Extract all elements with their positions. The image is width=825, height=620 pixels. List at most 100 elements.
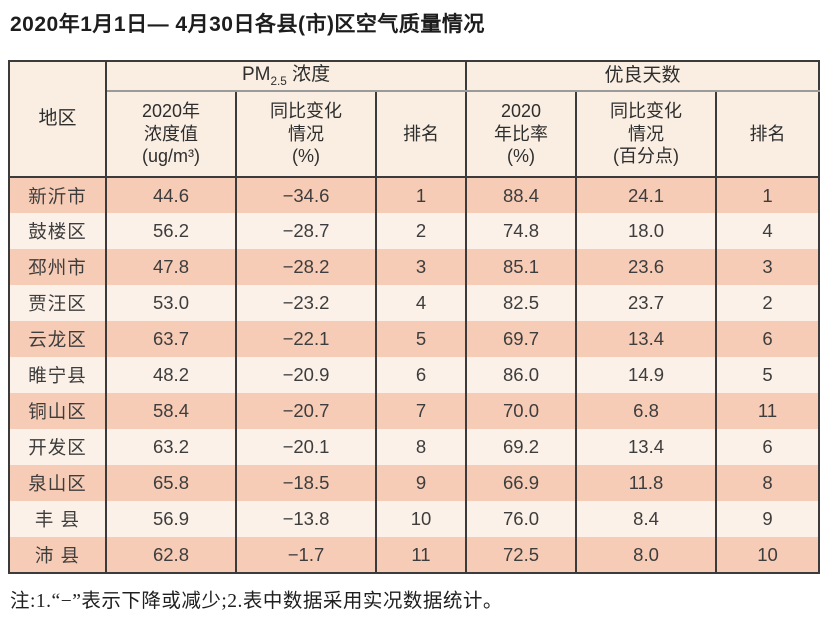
cell-region: 开发区 <box>8 429 107 465</box>
cell-pm-rank: 7 <box>374 393 468 429</box>
cell-pm-rank: 5 <box>374 321 468 357</box>
cell-pm-value: 56.9 <box>105 501 237 537</box>
group-header-row: 地区 PM2.5 浓度 优良天数 <box>8 61 821 178</box>
cell-region: 鼓楼区 <box>8 213 107 249</box>
sub-header-row: 2020年 浓度值 (ug/m³) 同比变化 情况 (%) 排名 2020 年比… <box>9 91 821 178</box>
table-row: 云龙区 63.7 −22.1 5 69.7 13.4 6 <box>8 321 821 357</box>
header-days-ratio: 2020 年比率 (%) <box>465 91 578 178</box>
cell-pm-change: −1.7 <box>235 537 377 573</box>
cell-days-rank: 3 <box>715 249 821 285</box>
cell-pm-value: 62.8 <box>105 537 237 573</box>
cell-pm-rank: 9 <box>374 465 468 501</box>
cell-days-change: 23.7 <box>575 285 718 321</box>
cell-days-rank: 8 <box>715 465 821 501</box>
cell-pm-change: −28.2 <box>235 249 377 285</box>
header-pm-value: 2020年 浓度值 (ug/m³) <box>105 91 237 178</box>
cell-pm-rank: 4 <box>374 285 468 321</box>
cell-days-change: 8.4 <box>575 501 718 537</box>
cell-days-rank: 4 <box>715 213 821 249</box>
table-row: 沛 县 62.8 −1.7 11 72.5 8.0 10 <box>8 537 821 573</box>
cell-region: 贾汪区 <box>8 285 107 321</box>
table-row: 新沂市 44.6 −34.6 1 88.4 24.1 1 <box>8 177 821 213</box>
cell-pm-change: −23.2 <box>235 285 377 321</box>
cell-days-ratio: 86.0 <box>465 357 578 393</box>
cell-days-rank: 5 <box>715 357 821 393</box>
table-header: 地区 PM2.5 浓度 优良天数 2020年 浓度值 (ug/m³) 同比变化 … <box>8 61 821 178</box>
cell-days-ratio: 76.0 <box>465 501 578 537</box>
cell-days-ratio: 88.4 <box>465 177 578 213</box>
cell-days-rank: 1 <box>715 177 821 213</box>
pm25-label: PM2.5 浓度 <box>241 63 331 88</box>
cell-days-change: 13.4 <box>575 429 718 465</box>
header-group-good-days: 优良天数 <box>465 61 821 92</box>
cell-pm-rank: 3 <box>374 249 468 285</box>
cell-days-ratio: 69.7 <box>465 321 578 357</box>
cell-region: 沛 县 <box>8 537 107 573</box>
cell-pm-change: −28.7 <box>235 213 377 249</box>
cell-pm-value: 47.8 <box>105 249 237 285</box>
table-body: 新沂市 44.6 −34.6 1 88.4 24.1 1 鼓楼区 56.2 −28.7 2 74.8 1… <box>8 177 821 573</box>
table-row: 泉山区 65.8 −18.5 9 66.9 11.8 8 <box>8 465 821 501</box>
cell-pm-value: 56.2 <box>105 213 237 249</box>
header-days-change: 同比变化 情况 (百分点) <box>575 91 718 178</box>
cell-days-change: 13.4 <box>575 321 718 357</box>
cell-pm-change: −34.6 <box>235 177 377 213</box>
cell-days-rank: 2 <box>715 285 821 321</box>
header-pm-rank: 排名 <box>374 91 468 178</box>
cell-pm-change: −20.7 <box>235 393 377 429</box>
cell-pm-rank: 10 <box>374 501 468 537</box>
cell-region: 新沂市 <box>8 177 107 213</box>
table-row: 贾汪区 53.0 −23.2 4 82.5 23.7 2 <box>8 285 821 321</box>
cell-days-ratio: 66.9 <box>465 465 578 501</box>
cell-days-change: 11.8 <box>575 465 718 501</box>
cell-pm-rank: 8 <box>374 429 468 465</box>
cell-pm-rank: 1 <box>374 177 468 213</box>
cell-region: 泉山区 <box>8 465 107 501</box>
cell-days-rank: 10 <box>715 537 821 573</box>
cell-pm-value: 65.8 <box>105 465 237 501</box>
cell-days-ratio: 85.1 <box>465 249 578 285</box>
page-title: 2020年1月1日— 4月30日各县(市)区空气质量情况 <box>10 13 485 36</box>
cell-days-ratio: 72.5 <box>465 537 578 573</box>
cell-days-ratio: 70.0 <box>465 393 578 429</box>
cell-pm-value: 53.0 <box>105 285 237 321</box>
cell-pm-rank: 2 <box>374 213 468 249</box>
cell-days-rank: 11 <box>715 393 821 429</box>
cell-region: 云龙区 <box>8 321 107 357</box>
cell-pm-change: −20.9 <box>235 357 377 393</box>
cell-region: 丰 县 <box>8 501 107 537</box>
table-row: 丰 县 56.9 −13.8 10 76.0 8.4 9 <box>8 501 821 537</box>
table-row: 鼓楼区 56.2 −28.7 2 74.8 18.0 4 <box>8 213 821 249</box>
cell-region: 邳州市 <box>8 249 107 285</box>
header-pm-change: 同比变化 情况 (%) <box>235 91 377 178</box>
cell-days-change: 23.6 <box>575 249 718 285</box>
cell-pm-change: −22.1 <box>235 321 377 357</box>
cell-region: 睢宁县 <box>8 357 107 393</box>
cell-days-change: 14.9 <box>575 357 718 393</box>
table-row: 邳州市 47.8 −28.2 3 85.1 23.6 3 <box>8 249 821 285</box>
cell-days-ratio: 74.8 <box>465 213 578 249</box>
header-group-pm25: PM2.5 浓度 <box>104 61 468 92</box>
cell-pm-rank: 11 <box>374 537 468 573</box>
cell-days-change: 18.0 <box>575 213 718 249</box>
cell-pm-value: 63.7 <box>105 321 237 357</box>
cell-pm-change: −18.5 <box>235 465 377 501</box>
table-row: 睢宁县 48.2 −20.9 6 86.0 14.9 5 <box>8 357 821 393</box>
cell-days-change: 8.0 <box>575 537 718 573</box>
air-quality-table: 地区 PM2.5 浓度 优良天数 2020年 浓度值 (ug/m³) 同比变化 … <box>8 60 821 574</box>
table-row: 开发区 63.2 −20.1 8 69.2 13.4 6 <box>8 429 821 465</box>
cell-pm-value: 48.2 <box>105 357 237 393</box>
cell-region: 铜山区 <box>8 393 107 429</box>
cell-days-ratio: 82.5 <box>465 285 578 321</box>
cell-days-change: 6.8 <box>575 393 718 429</box>
cell-days-rank: 6 <box>715 321 821 357</box>
cell-pm-change: −20.1 <box>235 429 377 465</box>
cell-days-ratio: 69.2 <box>465 429 578 465</box>
cell-days-rank: 6 <box>715 429 821 465</box>
cell-pm-value: 63.2 <box>105 429 237 465</box>
footnote: 注:1.“−”表示下降或减少;2.表中数据采用实况数据统计。 <box>10 591 503 612</box>
cell-pm-change: −13.8 <box>235 501 377 537</box>
table-row: 铜山区 58.4 −20.7 7 70.0 6.8 11 <box>8 393 821 429</box>
cell-pm-rank: 6 <box>374 357 468 393</box>
cell-days-change: 24.1 <box>575 177 718 213</box>
